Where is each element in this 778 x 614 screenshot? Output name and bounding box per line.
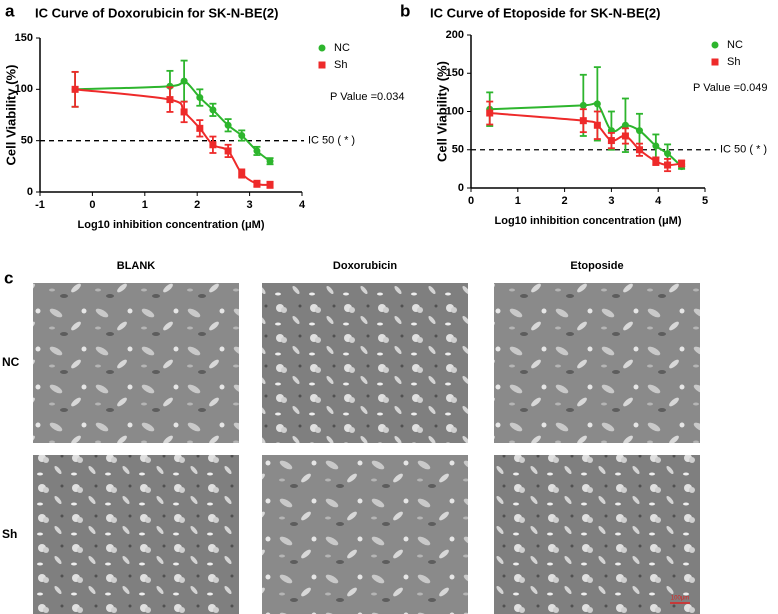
data-point [664, 150, 672, 158]
scale-bar-label: 100μm [671, 596, 689, 602]
micrograph [33, 283, 239, 443]
micrograph-grid: c BLANK Doxorubicin Etoposide NC Sh 100μm [2, 260, 700, 614]
data-point [266, 181, 274, 189]
data-point [635, 127, 643, 135]
y-tick-label: 0 [458, 182, 464, 194]
y-tick-label: 150 [446, 67, 464, 79]
data-point [593, 121, 601, 129]
y-tick-label: 200 [446, 29, 464, 41]
data-point [166, 96, 174, 104]
data-point [579, 101, 587, 109]
data-point [196, 124, 204, 132]
data-point [238, 132, 246, 140]
micrograph [33, 455, 239, 614]
y-axis-label: Cell Viability (%) [434, 61, 449, 162]
data-point [652, 142, 660, 150]
x-tick-label: 2 [562, 195, 568, 207]
reference-label: IC 50 ( * ) [720, 144, 767, 156]
column-label: Etoposide [570, 260, 623, 272]
y-axis-label: Cell Viability (%) [3, 65, 18, 166]
data-point [678, 160, 686, 168]
legend-marker [711, 41, 719, 49]
row-label: Sh [2, 527, 17, 541]
y-tick-label: 50 [452, 144, 464, 156]
panel-label: c [4, 268, 13, 287]
reference-label: IC 50 ( * ) [308, 135, 355, 147]
legend-marker [318, 61, 326, 69]
x-tick-label: 2 [194, 199, 200, 211]
x-tick-label: 4 [299, 199, 306, 211]
data-point [209, 106, 217, 114]
x-tick-label: 5 [702, 195, 708, 207]
chart-title: IC Curve of Etoposide for SK-N-BE(2) [430, 5, 660, 20]
x-axis-label: Log10 inhibition concentration (μM) [78, 219, 265, 231]
data-point [593, 100, 601, 108]
y-tick-label: 100 [446, 105, 464, 117]
legend-marker [318, 44, 326, 52]
legend-label: NC [727, 39, 743, 51]
data-point [180, 108, 188, 116]
data-point [253, 180, 261, 188]
y-tick-label: 150 [15, 32, 33, 44]
micrograph [494, 455, 700, 614]
data-point [238, 170, 246, 178]
y-tick-label: 100 [15, 83, 33, 95]
data-point [621, 132, 629, 140]
x-tick-label: 3 [247, 199, 253, 211]
micrograph [494, 283, 700, 443]
data-point [486, 109, 494, 117]
panel-label: a [5, 1, 15, 20]
data-point [664, 161, 672, 169]
p-value: P Value =0.034 [330, 91, 405, 103]
x-tick-label: -1 [35, 199, 45, 211]
data-point [266, 157, 274, 165]
data-point [224, 121, 232, 129]
row-label: NC [2, 355, 20, 369]
micrograph [262, 455, 468, 614]
x-tick-label: 4 [655, 195, 662, 207]
legend-label: Sh [334, 59, 347, 71]
data-point [652, 157, 660, 165]
micrograph [262, 283, 468, 443]
x-tick-label: 1 [142, 199, 148, 211]
legend-label: Sh [727, 56, 740, 68]
data-point [621, 121, 629, 129]
data-point [209, 141, 217, 149]
x-tick-label: 0 [89, 199, 95, 211]
column-label: Doxorubicin [333, 260, 397, 272]
data-point [635, 146, 643, 154]
y-tick-label: 0 [27, 186, 33, 198]
x-tick-label: 1 [515, 195, 521, 207]
legend-label: NC [334, 42, 350, 54]
chart-title: IC Curve of Doxorubicin for SK-N-BE(2) [35, 5, 278, 20]
data-point [180, 77, 188, 85]
x-axis-label: Log10 inhibition concentration (μM) [495, 215, 682, 227]
data-point [196, 94, 204, 102]
data-point [579, 117, 587, 125]
data-point [253, 147, 261, 155]
data-point [607, 137, 615, 145]
y-tick-label: 50 [21, 135, 33, 147]
column-label: BLANK [117, 260, 156, 272]
legend-marker [711, 58, 719, 66]
x-tick-label: 0 [468, 195, 474, 207]
p-value: P Value =0.049 [693, 82, 768, 94]
data-point [224, 147, 232, 155]
panel-label: b [400, 1, 410, 20]
x-tick-label: 3 [608, 195, 614, 207]
data-point [71, 85, 79, 93]
